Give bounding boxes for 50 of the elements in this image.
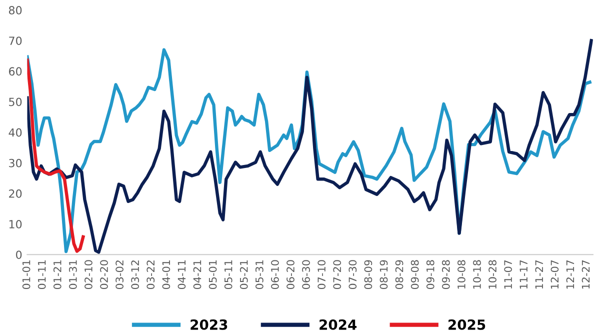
y-tick-label: 40: [8, 128, 22, 137]
x-tick-label: 05-31: [255, 260, 264, 290]
x-tick-label: 10-18: [473, 260, 481, 289]
x-tick-label: 04-11: [178, 260, 186, 290]
x-tick-label: 08-29: [395, 260, 404, 290]
x-tick-label: 05-21: [240, 260, 248, 290]
x-tick-label: 02-20: [100, 260, 108, 290]
legend-label: 2023: [190, 319, 228, 330]
x-tick-label: 09-18: [426, 260, 434, 290]
x-tick-label: 04-21: [193, 260, 202, 290]
legend-label: 2024: [320, 319, 357, 330]
x-tick-label: 12-17: [566, 260, 574, 289]
x-tick-label: 07-10: [318, 260, 326, 290]
x-tick-label: 11-17: [520, 260, 528, 289]
y-tick-label: 70: [9, 36, 22, 45]
x-tick-label: 01-21: [53, 260, 62, 290]
x-tick-label: 09-28: [442, 260, 450, 290]
x-tick-label: 05-11: [224, 260, 232, 290]
y-tick-label: 60: [9, 67, 22, 76]
line-series: [27, 58, 85, 253]
x-tick-label: 06-30: [302, 260, 310, 290]
x-tick-label: 06-10: [271, 260, 279, 290]
x-tick-label: 01-01: [22, 260, 30, 290]
x-tick-label: 04-01: [162, 260, 170, 290]
x-tick-label: 03-22: [146, 260, 155, 290]
x-tick-label: 02-10: [84, 260, 92, 290]
x-tick-label: 01-11: [38, 260, 46, 290]
legend-label: 2025: [448, 319, 486, 330]
x-tick-label: 03-12: [131, 260, 140, 290]
x-tick-label: 12-27: [582, 260, 590, 289]
x-tick-label: 11-07: [504, 260, 512, 289]
y-tick-label: 50: [9, 98, 22, 106]
y-tick-label: 80: [8, 6, 22, 14]
x-tick-label: 07-30: [348, 260, 357, 290]
x-tick-label: 08-09: [364, 260, 372, 290]
y-tick-label: 0: [16, 250, 22, 259]
x-tick-label: 07-20: [333, 260, 342, 290]
y-tick-label: 10: [9, 220, 22, 228]
x-tick-label: 03-02: [116, 260, 124, 290]
x-tick-label: 10-28: [488, 260, 496, 289]
x-tick-label: 11-27: [535, 260, 543, 289]
x-tick-label: 12-07: [550, 260, 559, 289]
x-tick-label: 10-08: [458, 260, 466, 289]
x-tick-label: 08-19: [380, 260, 388, 290]
y-tick-label: 20: [9, 189, 22, 198]
y-tick-label: 30: [9, 158, 22, 168]
x-tick-label: 05-01: [208, 260, 217, 290]
x-tick-label: 01-31: [68, 260, 77, 290]
x-tick-label: 09-08: [410, 260, 419, 290]
x-tick-label: 06-20: [286, 260, 294, 290]
